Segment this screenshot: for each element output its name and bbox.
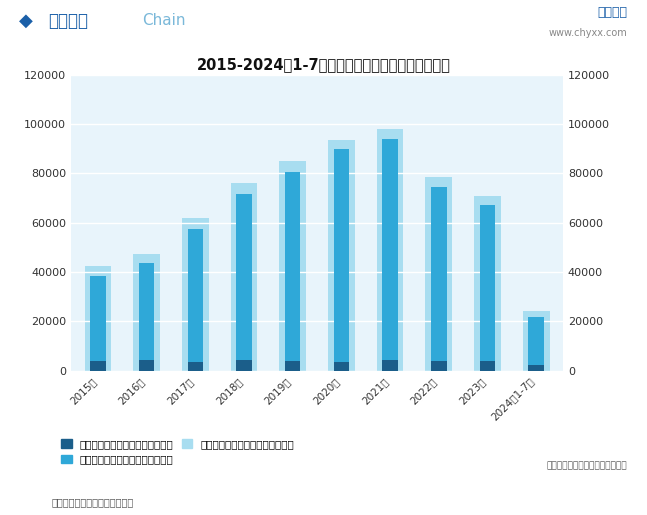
Bar	[188, 229, 203, 371]
Bar	[85, 266, 111, 371]
Bar	[334, 149, 349, 371]
Bar	[236, 360, 252, 371]
Bar	[529, 365, 544, 371]
Text: Chain: Chain	[142, 13, 186, 28]
Bar	[382, 360, 398, 371]
Text: 资料来源：财政部、智研咨询整理: 资料来源：财政部、智研咨询整理	[547, 461, 628, 471]
Bar	[328, 140, 355, 371]
Bar	[523, 311, 549, 371]
Bar	[425, 177, 452, 371]
Bar	[479, 361, 495, 371]
Bar	[139, 264, 155, 371]
Bar	[188, 362, 203, 371]
Legend: 中央政府性基金预算收入（亿元）, 地方政府性基金预算收入（亿元）, 全国政府性基金预算收入（亿元）: 中央政府性基金预算收入（亿元）, 地方政府性基金预算收入（亿元）, 全国政府性基…	[57, 435, 299, 469]
Bar	[139, 360, 155, 371]
Bar	[182, 218, 209, 371]
Text: 精品报告・专项定制・品质服务: 精品报告・专项定制・品质服务	[52, 497, 134, 507]
Bar	[382, 140, 398, 371]
Text: ◆: ◆	[19, 12, 33, 30]
Bar	[236, 194, 252, 371]
Bar	[479, 205, 495, 371]
Text: 智研咨询: 智研咨询	[598, 7, 628, 20]
Bar	[90, 361, 105, 371]
Text: www.chyxx.com: www.chyxx.com	[549, 28, 628, 39]
Bar	[133, 253, 160, 371]
Bar	[431, 361, 446, 371]
Bar	[377, 129, 404, 371]
Bar	[285, 172, 300, 371]
Bar	[230, 183, 258, 371]
Bar	[90, 276, 105, 371]
Bar	[431, 187, 446, 371]
Text: 2015-2024年1-7月全国政府性基金预算收入及细分: 2015-2024年1-7月全国政府性基金预算收入及细分	[197, 57, 450, 72]
Bar	[280, 161, 306, 371]
Bar	[334, 362, 349, 371]
Bar	[474, 196, 501, 371]
Bar	[529, 317, 544, 371]
Bar	[285, 360, 300, 371]
Text: 发展现状: 发展现状	[49, 12, 89, 30]
